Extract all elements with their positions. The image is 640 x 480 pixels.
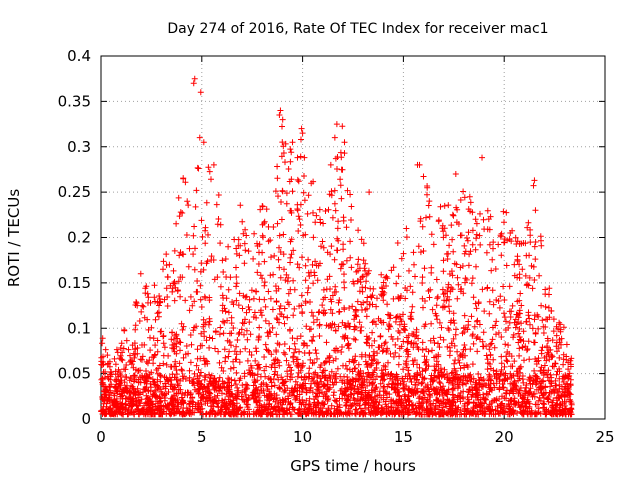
data-point-spike: [276, 111, 283, 118]
axis-ticks: 0 0.05 0.1 0.15 0.2 0.25 0.3 0.35 0.4 0 5 10 15 20 25: [58, 47, 615, 446]
chart-title: Day 274 of 2016, Rate Of TEC Index for r…: [167, 21, 548, 37]
data-point-spike: [333, 121, 340, 128]
data-point-spike: [327, 161, 334, 168]
x-tick-label: 25: [595, 428, 614, 446]
data-point-spike: [366, 189, 373, 196]
scatter-cloud: [98, 116, 575, 418]
y-tick-label: 0.2: [67, 229, 91, 247]
data-point-spike: [299, 130, 306, 137]
x-tick-label: 15: [394, 428, 413, 446]
y-tick-label: 0.4: [67, 47, 91, 65]
y-axis-label: ROTI / TECUs: [5, 189, 23, 287]
y-tick-label: 0.25: [58, 183, 91, 201]
data-point-spike: [289, 139, 296, 146]
data-point-spike: [331, 134, 338, 141]
data-point-spike: [507, 229, 514, 236]
y-tick-label: 0.1: [67, 319, 91, 337]
data-point-spike: [190, 80, 197, 87]
data-point-spike: [452, 170, 459, 177]
x-tick-label: 5: [197, 428, 207, 446]
data-point-spike: [479, 154, 486, 161]
data-point-spike: [532, 207, 539, 214]
data-point-spike: [210, 161, 217, 168]
grid: [101, 56, 605, 419]
y-tick-label: 0.3: [67, 138, 91, 156]
y-tick-label: 0.05: [58, 365, 91, 383]
data-point-spike: [298, 125, 305, 132]
x-tick-label: 20: [495, 428, 514, 446]
y-tick-label: 0.35: [58, 92, 91, 110]
data-points: [98, 75, 575, 418]
x-tick-label: 0: [96, 428, 106, 446]
data-point-spike: [197, 89, 204, 96]
data-point-spike: [277, 107, 284, 114]
y-tick-label: 0: [81, 410, 91, 428]
data-point-spike: [200, 139, 207, 146]
y-tick-label: 0.15: [58, 274, 91, 292]
data-point-spike: [416, 161, 423, 168]
x-axis-label: GPS time / hours: [290, 457, 416, 475]
data-point-spike: [196, 134, 203, 141]
data-point-spike: [531, 177, 538, 184]
data-point-spike: [191, 75, 198, 82]
x-tick-label: 10: [293, 428, 312, 446]
